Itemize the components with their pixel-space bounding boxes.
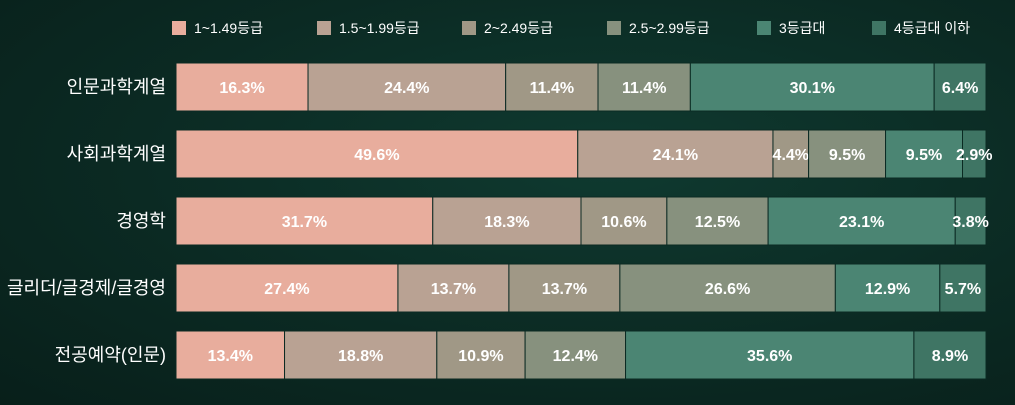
legend-label: 1~1.49등급 xyxy=(194,20,263,36)
legend-swatch xyxy=(317,21,331,35)
legend-swatch xyxy=(872,21,886,35)
data-label: 11.4% xyxy=(622,80,666,97)
bar-segment xyxy=(933,62,987,112)
legend-swatch xyxy=(757,21,771,35)
data-label: 18.8% xyxy=(338,348,383,365)
category-label: 경영학 xyxy=(116,211,166,231)
legend-label: 1.5~1.99등급 xyxy=(339,20,420,36)
bar-segment xyxy=(767,196,956,246)
data-label: 49.6% xyxy=(354,147,399,164)
legend-label: 2.5~2.99등급 xyxy=(629,20,710,36)
data-label: 16.3% xyxy=(219,80,264,97)
data-label: 18.3% xyxy=(484,214,529,231)
category-label: 인문과학계열 xyxy=(67,77,166,97)
data-label: 4.4% xyxy=(773,147,809,164)
bar-segment xyxy=(666,196,769,246)
data-label: 3.8% xyxy=(952,214,988,231)
bar-segment xyxy=(432,196,582,246)
legend-swatch xyxy=(462,21,476,35)
data-label: 12.4% xyxy=(553,348,598,365)
bar-segment xyxy=(175,196,434,246)
bar-segment xyxy=(939,263,987,313)
legend-item: 4등급대 이하 xyxy=(872,18,970,38)
bar-segment xyxy=(954,196,987,246)
legend-label: 3등급대 xyxy=(779,20,826,36)
category-label: 전공예약(인문) xyxy=(55,345,166,365)
data-label: 26.6% xyxy=(705,281,750,298)
data-label: 10.6% xyxy=(601,214,646,231)
legend-item: 2~2.49등급 xyxy=(462,18,553,38)
category-label: 글리더/글경제/글경영 xyxy=(7,278,166,298)
bar-segment xyxy=(508,263,621,313)
bar-segment xyxy=(619,263,836,313)
bar-segment xyxy=(284,330,438,380)
bar-segment xyxy=(307,62,507,112)
legend-label: 4등급대 이하 xyxy=(894,20,971,36)
legend-swatch xyxy=(607,21,621,35)
data-label: 10.9% xyxy=(458,348,503,365)
legend-item: 3등급대 xyxy=(757,18,825,38)
data-label: 13.7% xyxy=(431,281,476,298)
data-label: 27.4% xyxy=(264,281,309,298)
legend-item: 1.5~1.99등급 xyxy=(317,18,420,38)
data-label: 24.4% xyxy=(384,80,429,97)
legend-label: 2~2.49등급 xyxy=(484,20,553,36)
bar-segment xyxy=(436,330,526,380)
chart-legend: 1~1.49등급 1.5~1.99등급 2~2.49등급 2.5~2.99등급 3등급대… xyxy=(0,0,1015,60)
category-label: 사회과학계열 xyxy=(67,144,166,164)
data-label: 8.9% xyxy=(932,348,968,365)
data-label: 2.9% xyxy=(956,147,992,164)
legend-swatch xyxy=(172,21,186,35)
bar-segment xyxy=(962,129,987,179)
bar-segment xyxy=(580,196,668,246)
data-label: 30.1% xyxy=(790,80,835,97)
legend-item: 2.5~2.99등급 xyxy=(607,18,710,38)
data-label: 6.4% xyxy=(942,80,978,97)
bar-segment xyxy=(913,330,987,380)
data-label: 13.4% xyxy=(208,348,253,365)
data-label: 9.5% xyxy=(906,147,942,164)
data-label: 12.5% xyxy=(695,214,740,231)
bar-segment xyxy=(834,263,941,313)
data-label: 11.4% xyxy=(530,80,574,97)
bar-segment xyxy=(885,129,964,179)
bar-segment xyxy=(175,62,309,112)
data-label: 12.9% xyxy=(865,281,910,298)
bar-segment xyxy=(175,330,286,380)
data-label: 35.6% xyxy=(747,348,792,365)
bar-segment xyxy=(505,62,599,112)
bar-segment xyxy=(524,330,627,380)
bar-segment xyxy=(175,263,399,313)
data-label: 13.7% xyxy=(542,281,587,298)
data-label: 5.7% xyxy=(945,281,981,298)
data-label: 9.5% xyxy=(829,147,865,164)
bar-segment xyxy=(577,129,774,179)
bar-segment xyxy=(808,129,887,179)
data-label: 31.7% xyxy=(282,214,327,231)
data-label: 24.1% xyxy=(653,147,698,164)
data-label: 23.1% xyxy=(839,214,884,231)
legend-item: 1~1.49등급 xyxy=(172,18,263,38)
